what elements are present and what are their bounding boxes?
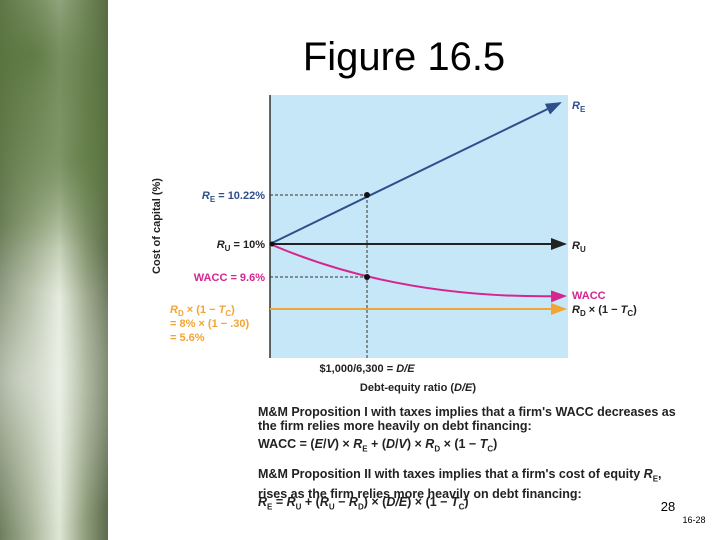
page-number: 28 [661,499,675,514]
text-fragment: R [425,437,435,451]
caption-paragraph: M&M Proposition II with taxes implies th… [258,467,678,501]
text-fragment: − [334,495,349,509]
text-fragment: R [258,495,268,509]
text-fragment: D [434,444,441,454]
text-fragment: V [398,437,407,451]
left-label: = 5.6% [170,332,205,344]
right-label: RU [572,240,586,254]
text-fragment: R [170,304,178,316]
right-label: RD × (1 − TC) [572,304,637,318]
text-fragment: D [580,309,586,318]
text-fragment: ) × (1 − [407,495,451,509]
left-label: RE = 10.22% [202,190,265,204]
x-axis-label: Debt-equity ratio (D/E) [360,382,476,394]
text-fragment: WACC = ( [258,437,315,451]
text-fragment: + ( [367,437,386,451]
x-marker-label: $1,000/6,300 = D/E [319,363,415,375]
slide-id: 16-28 [682,515,705,525]
text-fragment: R [643,467,653,481]
left-label: WACC = 9.6% [194,272,265,284]
text-fragment: D/E [386,495,408,509]
text-fragment: R [202,190,210,202]
text-fragment: D [386,437,396,451]
text-fragment: T [450,495,459,509]
text-fragment: ) × ( [363,495,387,509]
text-fragment: R [217,239,225,251]
point [364,274,370,280]
text-fragment: R [319,495,329,509]
text-fragment: ) [472,382,476,394]
text-fragment: / [322,437,327,451]
right-label: WACC [572,290,606,302]
text-fragment: × (1 − [586,304,621,316]
text-fragment: ) × [406,437,426,451]
text-fragment: R [572,240,580,252]
text-fragment: R [286,495,296,509]
text-fragment: × (1 − [184,304,219,316]
text-fragment: ) [493,437,498,451]
text-fragment: E [652,474,659,484]
text-fragment: Debt-equity ratio ( [360,382,454,394]
text-fragment: + ( [301,495,320,509]
text-fragment: U [225,244,231,253]
text-fragment: R [353,437,363,451]
text-fragment: ) [464,495,469,509]
text-fragment: ) × [334,437,354,451]
caption-paragraph: M&M Proposition I with taxes implies tha… [258,405,676,433]
text-fragment: C [458,502,465,512]
left-label: RD × (1 − TC) [170,304,235,318]
text-fragment: × (1 − [440,437,480,451]
tree-image-overlay [0,0,108,540]
text-fragment: E [362,444,368,454]
text-fragment: T [219,304,227,316]
text-fragment: R [572,304,580,316]
point [269,241,275,247]
left-label: RU = 10% [217,239,266,253]
text-fragment: = 10.22% [215,190,265,202]
y-axis-label: Cost of capital (%) [151,178,163,274]
text-fragment: D/E [396,363,415,375]
text-fragment: D [178,309,184,318]
text-fragment: R [572,100,580,112]
text-fragment: ) [231,304,235,316]
text-fragment: D/E [454,382,473,394]
right-label: RE [572,100,586,114]
text-fragment: U [580,245,586,254]
text-fragment: V [326,437,335,451]
text-fragment: C [225,309,231,318]
text-fragment: C [487,444,494,454]
text-fragment: T [479,437,488,451]
text-fragment: U [295,502,302,512]
plot-area [270,95,568,358]
formula: RE = RU + (RU − RD) × (D/E) × (1 − TC) [258,495,678,515]
text-fragment: E [210,195,216,204]
text-fragment: , rises as the firm relies more heavily … [258,467,662,501]
text-fragment: M&M Proposition II with taxes implies th… [258,467,644,481]
title: Figure 16.5 [303,35,505,79]
text-fragment: ) [633,304,637,316]
text-fragment: = [272,495,287,509]
text-fragment: E [267,502,273,512]
text-fragment: C [627,309,633,318]
text-fragment: T [621,304,629,316]
text-fragment: $1,000/6,300 = [319,363,396,375]
text-fragment: R [348,495,358,509]
text-fragment: U [328,502,335,512]
text-fragment: = 10% [230,239,265,251]
re-line [269,102,562,245]
left-label: = 8% × (1 − .30) [170,318,250,330]
text-fragment: E [580,105,586,114]
wacc-curve [269,243,567,303]
text-fragment: D [357,502,364,512]
text-fragment: / [395,437,399,451]
formula: WACC = (E/V) × RE + (D/V) × RD × (1 − TC… [258,437,678,457]
text-fragment: E [314,437,323,451]
point [364,192,370,198]
